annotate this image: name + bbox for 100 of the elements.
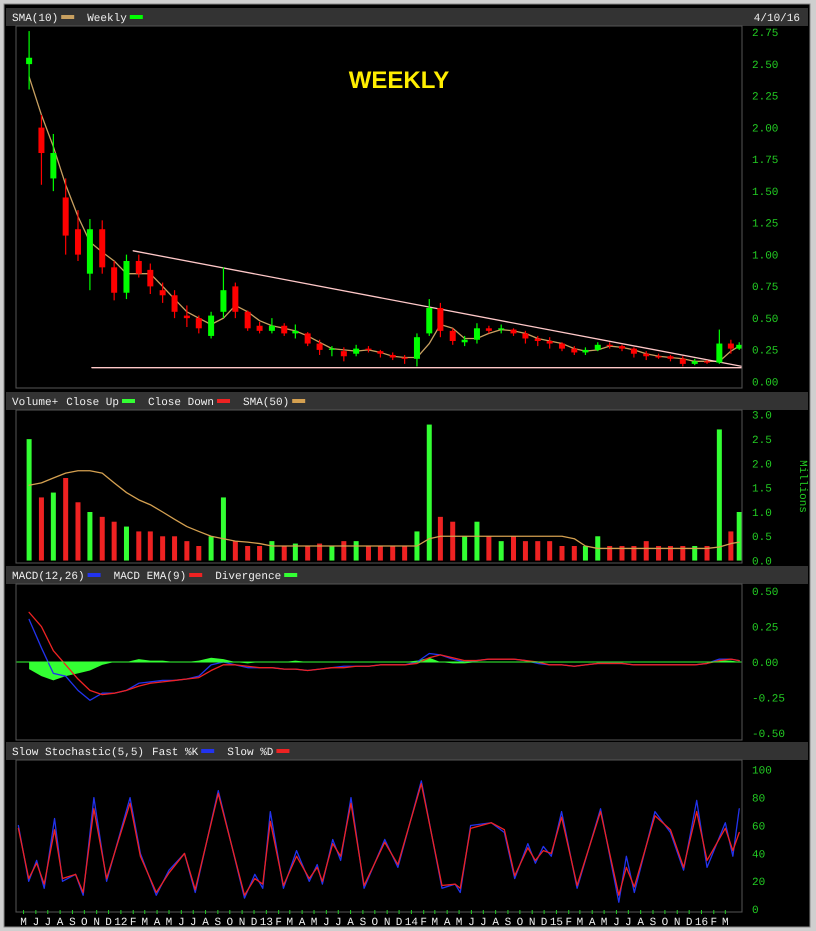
x-tick-label: 16 [694, 917, 708, 929]
y-tick-label: 0.0 [752, 556, 772, 568]
x-tick-label: F [710, 917, 718, 929]
y-tick-label: 1.00 [752, 250, 778, 262]
y-axis-title: Millions [796, 460, 808, 513]
legend-label: Slow %D [227, 747, 274, 759]
x-tick-label: M [166, 917, 172, 929]
x-tick-label: S [504, 917, 512, 929]
x-tick-label: O [81, 917, 88, 929]
text: WEEKLY [348, 67, 450, 94]
y-tick-label: 0.00 [752, 378, 778, 390]
y-tick-label: -0.50 [752, 728, 786, 741]
y-tick-label: 2.0 [752, 459, 772, 472]
x-tick-label: M [600, 917, 608, 929]
y-tick-label: 0.25 [752, 622, 778, 634]
y-tick-label: 0.25 [752, 346, 778, 358]
y-tick-label: 2.50 [752, 60, 778, 72]
legend-label: Weekly [87, 13, 128, 25]
x-tick-label: A [154, 917, 161, 929]
x-tick-label: D [250, 917, 258, 929]
y-tick-label: -0.25 [752, 693, 786, 706]
x-tick-label: J [468, 917, 475, 929]
x-tick-label: M [432, 917, 438, 929]
x-tick-label: O [516, 917, 524, 929]
y-tick-label: 1.5 [752, 484, 772, 496]
y-tick-label: 20 [752, 877, 766, 890]
text: 4/10/16 [754, 13, 800, 25]
x-tick-label: 14 [404, 917, 418, 929]
x-tick-label: N [674, 917, 681, 929]
x-tick-label: J [190, 917, 197, 929]
x-tick-label: N [384, 917, 390, 929]
x-tick-label: D [686, 917, 693, 929]
y-tick-label: 2.25 [752, 92, 778, 104]
x-tick-label: O [662, 917, 669, 929]
y-tick-label: 40 [752, 849, 766, 862]
y-tick-label: 60 [752, 821, 766, 834]
x-tick-label: D [540, 917, 548, 929]
y-tick-label: 2.75 [752, 28, 778, 40]
x-tick-label: N [528, 917, 536, 929]
x-tick-label: M [286, 917, 294, 929]
x-tick-label: M [20, 917, 27, 929]
legend-label: Close Up [66, 397, 120, 409]
y-tick-label: 2.00 [752, 123, 778, 136]
y-tick-label: 80 [752, 794, 766, 806]
legend-title: Slow Stochastic(5,5) [12, 747, 144, 759]
x-tick-label: J [625, 917, 632, 929]
x-tick-label: F [565, 917, 572, 929]
legend-label: MACD EMA(9) [114, 571, 186, 583]
x-tick-label: D [105, 917, 112, 929]
x-tick-label: A [637, 917, 644, 929]
legend-label: SMA(10) [12, 13, 58, 25]
x-tick-label: A [202, 917, 210, 929]
y-tick-label: 0.75 [752, 282, 778, 294]
x-tick-label: M [722, 917, 729, 929]
x-tick-label: F [275, 917, 282, 929]
y-tick-label: 0 [752, 905, 759, 918]
x-tick-label: M [310, 917, 318, 929]
y-tick-label: 1.50 [752, 186, 778, 199]
x-tick-label: J [613, 917, 620, 929]
y-tick-label: 100 [752, 766, 772, 778]
x-tick-label: 15 [550, 917, 564, 929]
x-tick-label: S [214, 917, 222, 929]
x-tick-label: J [323, 917, 330, 929]
x-tick-label: J [44, 917, 52, 929]
x-tick-label: N [93, 917, 100, 929]
y-tick-label: 0.5 [752, 532, 772, 544]
y-tick-label: 1.0 [752, 508, 772, 520]
x-tick-label: D [396, 917, 403, 929]
x-tick-label: A [588, 917, 596, 929]
x-tick-label: S [360, 917, 367, 929]
x-tick-label: M [456, 917, 462, 929]
y-tick-label: 0.00 [752, 658, 778, 670]
x-tick-label: A [444, 917, 451, 929]
x-tick-label: M [141, 917, 148, 929]
legend-title: Volume+ [12, 397, 58, 409]
y-tick-label: 0.50 [752, 586, 778, 599]
legend-label: Divergence [215, 571, 282, 583]
x-tick-label: O [226, 917, 234, 929]
x-tick-label: J [32, 917, 40, 929]
x-tick-label: F [130, 917, 137, 929]
x-tick-label: O [372, 917, 379, 929]
x-tick-label: A [56, 917, 64, 929]
x-tick-label: A [347, 917, 354, 929]
x-tick-label: 12 [114, 917, 128, 929]
y-tick-label: 1.25 [752, 218, 778, 231]
x-tick-label: J [178, 917, 185, 929]
y-tick-label: 3.0 [752, 410, 772, 423]
x-tick-label: 13 [260, 917, 273, 929]
y-tick-label: 0.50 [752, 314, 778, 326]
x-tick-label: J [480, 917, 487, 929]
x-tick-label: S [650, 917, 657, 929]
x-tick-label: A [492, 917, 500, 929]
x-tick-label: F [420, 917, 428, 929]
x-tick-label: J [334, 917, 342, 929]
legend-label: SMA(50) [243, 397, 290, 409]
legend-label: MACD(12,26) [12, 571, 85, 583]
x-tick-label: M [576, 917, 584, 929]
y-tick-label: 1.75 [752, 155, 778, 168]
legend-label: Fast %K [152, 747, 199, 759]
y-tick-label: 2.5 [752, 434, 772, 447]
